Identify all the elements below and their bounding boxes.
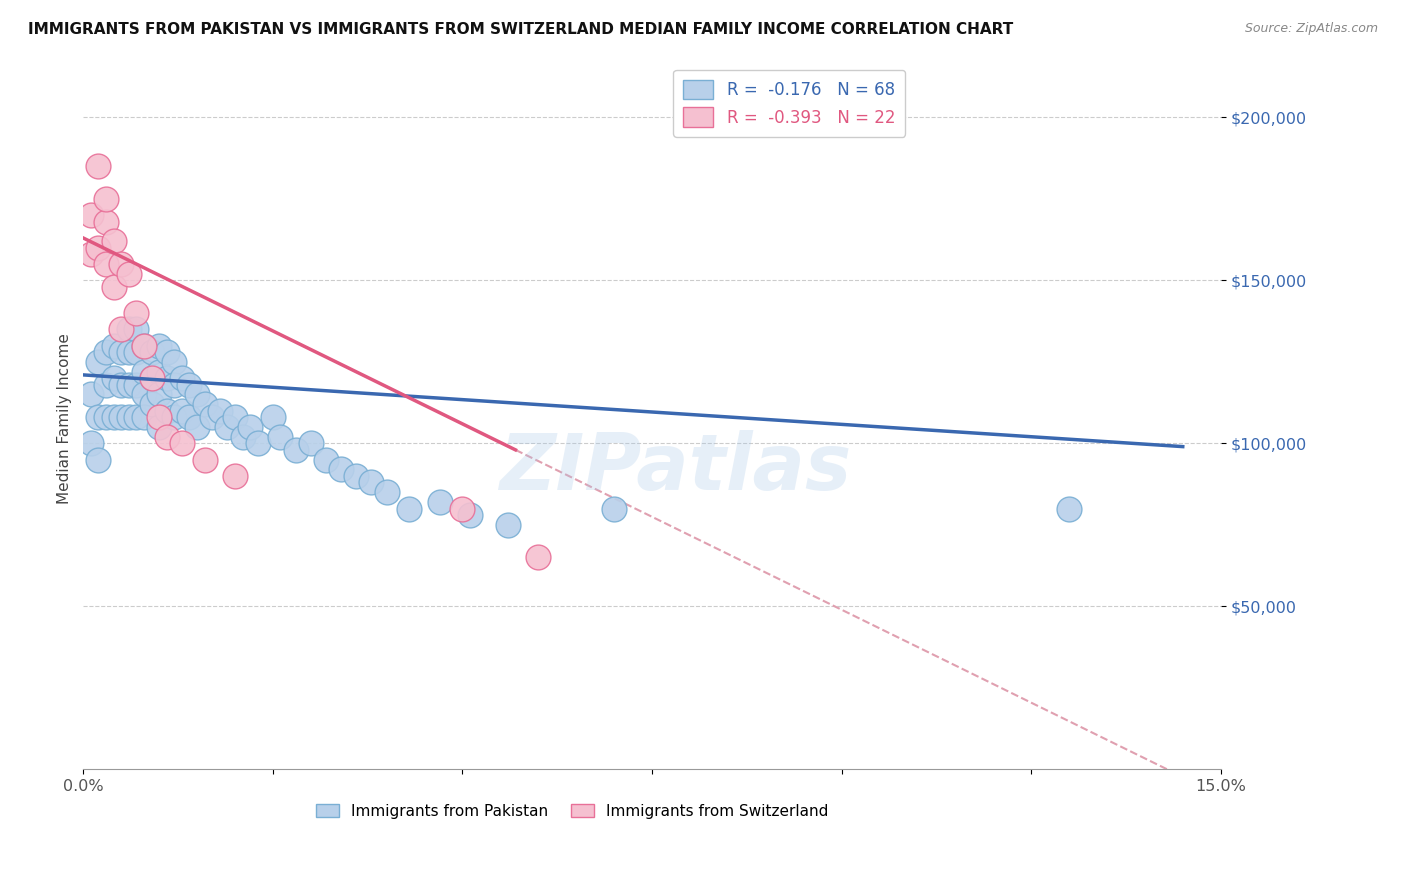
Point <box>239 420 262 434</box>
Point <box>163 355 186 369</box>
Point <box>170 371 193 385</box>
Point <box>87 410 110 425</box>
Point <box>344 469 367 483</box>
Point <box>118 267 141 281</box>
Point <box>360 475 382 490</box>
Point <box>110 257 132 271</box>
Point <box>262 410 284 425</box>
Point <box>87 241 110 255</box>
Text: IMMIGRANTS FROM PAKISTAN VS IMMIGRANTS FROM SWITZERLAND MEDIAN FAMILY INCOME COR: IMMIGRANTS FROM PAKISTAN VS IMMIGRANTS F… <box>28 22 1014 37</box>
Point <box>156 345 179 359</box>
Point <box>330 462 353 476</box>
Point <box>118 410 141 425</box>
Point <box>141 371 163 385</box>
Point <box>217 420 239 434</box>
Legend: Immigrants from Pakistan, Immigrants from Switzerland: Immigrants from Pakistan, Immigrants fro… <box>309 797 835 825</box>
Point <box>94 257 117 271</box>
Point <box>103 410 125 425</box>
Point <box>224 469 246 483</box>
Point <box>201 410 224 425</box>
Point <box>94 410 117 425</box>
Point <box>451 501 474 516</box>
Point <box>284 442 307 457</box>
Point <box>315 452 337 467</box>
Point <box>87 452 110 467</box>
Point <box>224 410 246 425</box>
Point <box>94 345 117 359</box>
Point <box>103 234 125 248</box>
Point <box>398 501 420 516</box>
Point <box>125 306 148 320</box>
Point <box>132 338 155 352</box>
Point <box>163 410 186 425</box>
Point <box>132 410 155 425</box>
Point <box>103 371 125 385</box>
Point <box>110 345 132 359</box>
Point <box>496 517 519 532</box>
Point <box>231 430 253 444</box>
Text: Source: ZipAtlas.com: Source: ZipAtlas.com <box>1244 22 1378 36</box>
Text: ZIPatlas: ZIPatlas <box>499 430 851 506</box>
Point <box>80 247 103 261</box>
Point <box>179 410 201 425</box>
Point <box>80 436 103 450</box>
Point <box>87 355 110 369</box>
Point <box>163 377 186 392</box>
Point <box>80 208 103 222</box>
Point <box>1057 501 1080 516</box>
Point <box>132 365 155 379</box>
Point <box>141 345 163 359</box>
Point <box>194 397 217 411</box>
Point <box>141 397 163 411</box>
Point <box>118 345 141 359</box>
Point <box>148 410 170 425</box>
Point <box>375 485 398 500</box>
Point <box>87 159 110 173</box>
Point <box>141 371 163 385</box>
Point <box>148 365 170 379</box>
Point <box>110 322 132 336</box>
Point <box>94 377 117 392</box>
Point <box>269 430 291 444</box>
Point <box>110 377 132 392</box>
Point <box>156 430 179 444</box>
Point <box>110 410 132 425</box>
Point <box>186 387 208 401</box>
Point <box>125 410 148 425</box>
Y-axis label: Median Family Income: Median Family Income <box>58 334 72 504</box>
Point <box>132 338 155 352</box>
Point <box>246 436 269 450</box>
Point <box>208 403 231 417</box>
Point <box>118 322 141 336</box>
Point <box>125 345 148 359</box>
Point <box>156 403 179 417</box>
Point <box>170 403 193 417</box>
Point <box>429 495 451 509</box>
Point <box>94 192 117 206</box>
Point <box>458 508 481 522</box>
Point <box>103 338 125 352</box>
Point <box>148 387 170 401</box>
Point <box>603 501 626 516</box>
Point <box>170 436 193 450</box>
Point <box>527 550 550 565</box>
Point <box>125 322 148 336</box>
Point <box>118 377 141 392</box>
Point <box>299 436 322 450</box>
Point <box>125 377 148 392</box>
Point <box>148 420 170 434</box>
Point <box>148 338 170 352</box>
Point <box>179 377 201 392</box>
Point <box>186 420 208 434</box>
Point <box>94 215 117 229</box>
Point <box>103 280 125 294</box>
Point <box>132 387 155 401</box>
Point <box>80 387 103 401</box>
Point <box>194 452 217 467</box>
Point <box>156 371 179 385</box>
